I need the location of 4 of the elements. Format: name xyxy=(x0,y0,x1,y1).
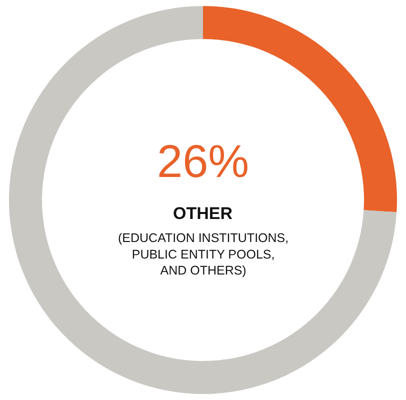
text: OTHER xyxy=(173,204,232,223)
data-label: 26% xyxy=(157,135,250,187)
text: (EDUCATION INSTITUTIONS, PUBLIC ENTITY POOLS, AND OTHERS) xyxy=(118,231,289,278)
donut-slice xyxy=(9,6,397,394)
